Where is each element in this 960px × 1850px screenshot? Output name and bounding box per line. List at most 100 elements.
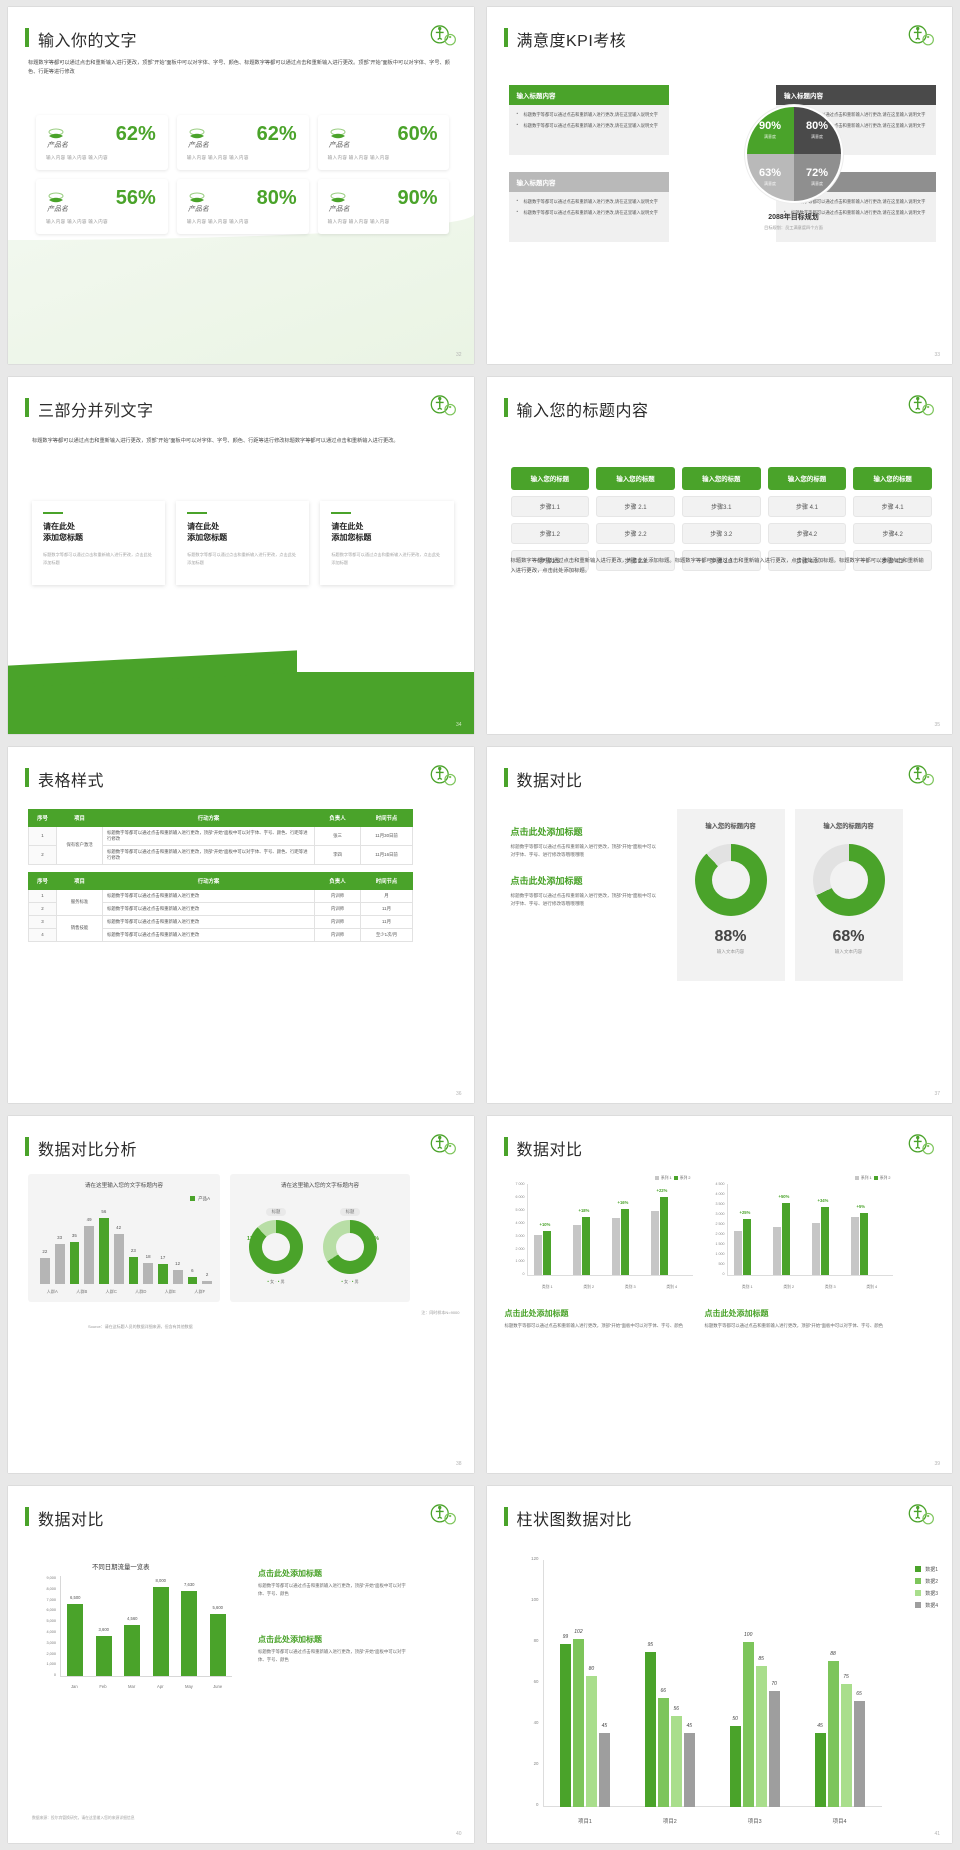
- step-item[interactable]: 步骤 4.1: [853, 495, 932, 517]
- product-card[interactable]: 62% 产品名 输入内容 输入内容 输入内容: [176, 115, 309, 170]
- slide-34[interactable]: 三部分并列文字 标题数字等都可以通过点击和重新输入进行更改，顶部“开始”面板中可…: [8, 376, 474, 734]
- table-row[interactable]: 4 标题数字等都可以通过点击和重新输入进行更改 内训师 至少1次/月: [28, 927, 413, 942]
- card-product-name: 产品名: [328, 206, 350, 213]
- bar-value: 100: [744, 1631, 753, 1638]
- step-item[interactable]: 步骤4.2: [767, 522, 847, 544]
- leaf-coin-icon: [48, 192, 64, 203]
- x-tick: 类别 3: [624, 1285, 636, 1290]
- slide-40[interactable]: 数据对比 不同日期流量一览表 9,000 8,000 7,000 6,000 5…: [8, 1486, 474, 1843]
- x-tick: Apr: [157, 1684, 164, 1690]
- step-item[interactable]: 步骤 2.1: [596, 495, 675, 517]
- chart-subtitle: 目标规划：员工满意度四个方面: [764, 225, 823, 230]
- pie-body: 90% 满意度 80% 满意度 63% 满意度 72% 满意度: [746, 107, 841, 201]
- bar-item: 33: [54, 1235, 65, 1285]
- bar-item: 56: [99, 1209, 109, 1285]
- y-tick: 0: [536, 1801, 539, 1807]
- step-item[interactable]: 步骤1.2: [510, 522, 590, 544]
- kpi-box-header: 输入标题内容: [776, 85, 936, 105]
- step-column-header[interactable]: 输入您的标题: [853, 466, 932, 490]
- card-subtext: 输入内容 输入内容 输入内容: [327, 219, 390, 224]
- step-item[interactable]: 步骤 4.3: [767, 549, 847, 571]
- page-title: 表格样式: [38, 772, 105, 790]
- x-tick: 人群F: [194, 1289, 206, 1295]
- slice-label: 满意度: [764, 181, 776, 186]
- product-card[interactable]: 80% 产品名 输入内容 输入内容 输入内容: [176, 179, 309, 234]
- step-column-header[interactable]: 输入您的标题: [681, 466, 761, 490]
- kpi-box-top-left[interactable]: 输入标题内容 标题数字等都可以通过点击和重新输入进行更改,请在这里输入说明文字 …: [508, 85, 669, 155]
- step-column-header[interactable]: 输入您的标题: [767, 466, 847, 490]
- title-accent-bar: [503, 1137, 508, 1157]
- step-column-header[interactable]: 输入您的标题: [510, 466, 590, 490]
- kpi-box-header: 输入标题内容: [508, 172, 669, 192]
- step-item[interactable]: 步骤1.3: [510, 549, 590, 571]
- text-card[interactable]: 请在此处 添加您标题 标题数字等都可以通过点击和重新输入进行更改，点击此处添加标…: [176, 500, 310, 585]
- step-item[interactable]: 步骤 2.3: [596, 549, 675, 571]
- bar-series4: 45: [683, 1723, 695, 1807]
- step-item[interactable]: 步骤 3.2: [681, 522, 761, 544]
- kpi-box-bottom-left[interactable]: 输入标题内容 标题数字等都可以通过点击和重新输入进行更改,请在这里输入说明文字 …: [508, 172, 669, 242]
- col-header-time: 时间节点: [360, 871, 413, 890]
- col-header-project: 项目: [56, 871, 103, 890]
- tree-logo-icon: [430, 395, 456, 416]
- y-tick: 1 000: [715, 1252, 725, 1257]
- slide-32[interactable]: 输入你的文字 标题数字等都可以通过点击和重新输入进行更改，顶部“开始”面板中可以…: [8, 7, 474, 364]
- tree-logo-icon: [908, 395, 934, 416]
- card-subtext: 输入内容 输入内容 输入内容: [186, 219, 249, 224]
- bar-value: 17: [160, 1255, 166, 1261]
- y-tick: 4 000: [515, 1220, 525, 1225]
- step-item[interactable]: 步骤3.1: [681, 495, 761, 517]
- table-row[interactable]: 1 服务标准 标题数字等都可以通过点击和重新输入进行更改 内训师 月: [28, 888, 413, 916]
- product-card[interactable]: 62% 产品名 输入内容 输入内容 输入内容: [36, 115, 168, 170]
- slide-37[interactable]: 数据对比 点击此处添加标题 标题数字等都可以通过点击和重新输入进行更改，顶部“开…: [486, 746, 952, 1104]
- bar-item: 3,600: [95, 1627, 112, 1677]
- table-row[interactable]: 1 保有客户激活 标题数字等都可以通过点击和重新输入进行更改，顶部“开始”面板中…: [28, 825, 413, 865]
- product-card[interactable]: 90% 产品名 输入内容 输入内容 输入内容: [317, 179, 450, 234]
- plot-area: 6,500 3,600 4,560 8,000 7,630 5,600: [60, 1576, 232, 1678]
- card-top-row: 62%: [46, 124, 160, 144]
- panel-heading: 输入您的标题内容: [823, 822, 874, 830]
- text-card[interactable]: 请在此处 添加您标题 标题数字等都可以通过点击和重新输入进行更改，点击此处添加标…: [32, 500, 166, 585]
- step-item[interactable]: 步骤 2.2: [596, 522, 675, 544]
- table-row[interactable]: 2 标题数字等都可以通过点击和重新输入进行更改，顶部“开始”面板中可以对字体、字…: [28, 844, 413, 865]
- x-tick: 人群B: [76, 1289, 88, 1295]
- table-header-row: 序号 项目 行动方案 负责人 时间节点: [28, 808, 413, 827]
- slide-39[interactable]: 数据对比 系列 1 系列 2 7 000 6 000 5 000 4 000 3…: [486, 1116, 952, 1474]
- slide-35[interactable]: 输入您的标题内容 输入您的标题 步骤1.1 步骤1.2 步骤1.3 输入您的标题…: [486, 376, 952, 734]
- step-item[interactable]: 步骤1.1: [510, 495, 590, 517]
- step-column: 输入您的标题 步骤1.1 步骤1.2 步骤1.3: [510, 466, 590, 571]
- cell-plan: 标题数字等都可以通过点击和重新输入进行更改: [102, 901, 315, 916]
- section-heading: 点击此处添加标题: [258, 1635, 322, 1645]
- y-tick: 1 500: [715, 1242, 725, 1247]
- leaf-coin-icon: [48, 128, 64, 139]
- bar-value: 18: [145, 1254, 151, 1260]
- donut-value: 12%: [247, 1236, 258, 1243]
- slide-36[interactable]: 表格样式 序号 项目 行动方案 负责人 时间节点 1 保有客户激活 标题数字等都…: [8, 746, 474, 1104]
- text-card[interactable]: 请在此处 添加您标题 标题数字等都可以通过点击和重新输入进行更改，点击此处添加标…: [320, 500, 454, 585]
- pie-slice-3: 63% 满意度: [746, 154, 794, 201]
- slide-41[interactable]: 柱状图数据对比 120 100 80 60 40 20 0 99 102 80: [486, 1486, 952, 1843]
- panel-heading: 输入您的标题内容: [705, 822, 756, 830]
- bar-value: 75: [843, 1673, 849, 1680]
- bar-series2: 102: [572, 1629, 584, 1807]
- step-item[interactable]: 步骤 3.3: [681, 549, 761, 571]
- slide-38[interactable]: 数据对比分析 请在这里输入您的文字标题内容 产品A 22 33 35 49 56…: [8, 1116, 474, 1474]
- step-item[interactable]: 步骤 4.1: [767, 495, 847, 517]
- bar-value: 49: [86, 1217, 92, 1223]
- tree-logo-icon: [908, 1504, 934, 1525]
- card-heading-line2: 添加您标题: [43, 533, 83, 543]
- step-item[interactable]: 步骤 4.3: [853, 549, 932, 571]
- page-title: 数据对比: [38, 1512, 105, 1530]
- product-card[interactable]: 56% 产品名 输入内容 输入内容 输入内容: [36, 179, 168, 234]
- table-row[interactable]: 3 销售技能 标题数字等都可以通过点击和重新输入进行更改 内训师 11月: [28, 914, 413, 942]
- x-tick: 类别 3: [824, 1285, 836, 1290]
- y-tick: 7 000: [515, 1182, 525, 1187]
- leaf-coin-icon: [330, 128, 346, 139]
- cell-plan: 标题数字等都可以通过点击和重新输入进行更改: [102, 927, 315, 942]
- step-item[interactable]: 步骤4.2: [853, 522, 932, 544]
- title-accent-bar: [503, 1507, 508, 1527]
- slide-33[interactable]: 满意度KPI考核 输入标题内容 标题数字等都可以通过点击和重新输入进行更改,请在…: [486, 7, 952, 364]
- bar-group: [811, 1184, 829, 1276]
- legend-label: 数据1: [925, 1567, 938, 1574]
- product-card[interactable]: 60% 产品名 输入内容 输入内容 输入内容: [317, 115, 450, 170]
- step-column-header[interactable]: 输入您的标题: [596, 466, 675, 490]
